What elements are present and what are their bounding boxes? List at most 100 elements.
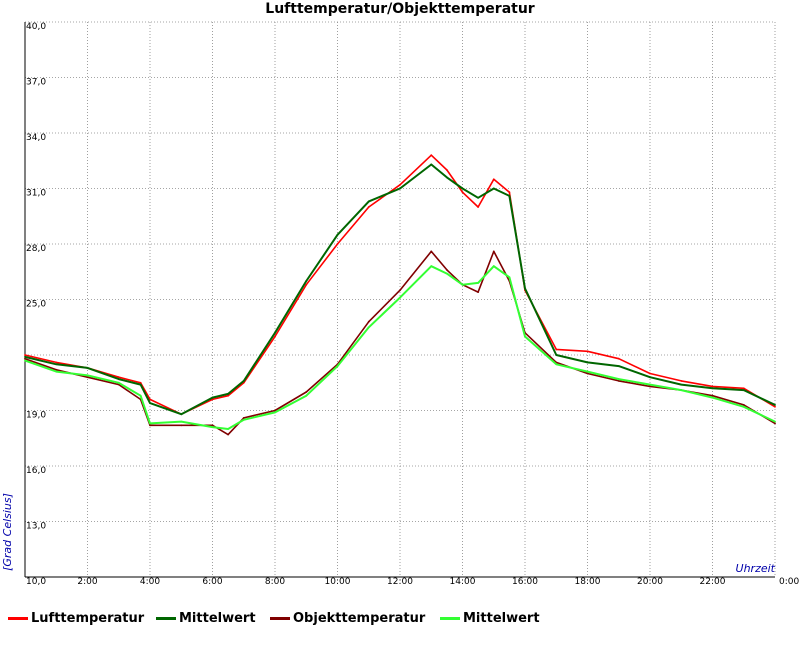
data-point	[774, 404, 776, 406]
data-point	[117, 376, 120, 379]
data-point	[492, 250, 495, 253]
data-point	[555, 363, 558, 366]
data-point	[711, 394, 714, 397]
tick-labels: 10,0 13,0 16,0 19,0 25,0 28,0 31,0 34,0 37,0 40,0…	[26, 22, 799, 587]
legend-item: Mittelwert	[156, 608, 256, 628]
data-point	[555, 348, 558, 351]
data-point	[305, 283, 308, 286]
data-point	[742, 404, 745, 406]
data-point	[461, 187, 464, 190]
data-point	[336, 233, 339, 236]
data-point	[711, 387, 714, 390]
data-point	[742, 405, 745, 408]
y-tick-label: 13,0	[26, 522, 46, 532]
series-2	[24, 250, 776, 436]
data-point	[149, 402, 151, 404]
data-point	[445, 269, 448, 271]
y-tick-label: 16,0	[26, 466, 46, 476]
y-tick-label: 34,0	[26, 133, 46, 143]
data-point	[211, 424, 214, 427]
data-point	[336, 365, 339, 367]
y-axis-label: [Grad Celsius]	[1, 493, 14, 571]
data-point	[242, 380, 245, 382]
data-point	[586, 372, 589, 375]
data-point	[274, 409, 276, 412]
x-axis-label: Uhrzeit	[736, 562, 776, 575]
x-tick-label: 12:00	[387, 577, 413, 587]
data-point	[367, 320, 370, 323]
legend-swatch	[156, 616, 176, 620]
data-point	[742, 389, 745, 392]
legend-swatch	[8, 616, 28, 620]
data-point	[117, 378, 120, 380]
x-tick-label: 4:00	[140, 577, 160, 587]
grid-lines	[25, 21, 776, 577]
data-point	[55, 370, 58, 373]
y-tick-label: 31,0	[26, 189, 46, 199]
data-point	[617, 380, 620, 382]
data-point	[139, 381, 142, 384]
data-point	[774, 405, 776, 408]
data-point	[586, 361, 589, 364]
data-point	[649, 383, 651, 386]
y-tick-label: 28,0	[26, 244, 46, 254]
data-point	[274, 411, 276, 414]
data-point	[139, 394, 142, 397]
legend-swatch	[270, 616, 290, 620]
chart-title: Lufttemperatur/Objekttemperatur	[265, 1, 535, 17]
legend-item: Mittelwert	[440, 608, 540, 628]
data-point	[617, 378, 620, 380]
data-point	[24, 354, 26, 356]
series-1	[24, 163, 776, 416]
data-point	[139, 383, 142, 386]
x-tick-label: 22:00	[700, 577, 726, 587]
data-series	[24, 154, 776, 436]
data-point	[117, 381, 120, 384]
data-point	[336, 243, 339, 245]
x-tick-label: 18:00	[575, 577, 601, 587]
data-point	[55, 363, 58, 366]
data-point	[242, 418, 245, 421]
data-point	[86, 374, 89, 377]
series-line	[24, 163, 776, 416]
y-tick-label: 37,0	[26, 78, 46, 88]
data-point	[149, 424, 151, 427]
series-3	[24, 265, 776, 430]
data-point	[430, 250, 433, 253]
x-tick-label: 16:00	[512, 577, 538, 587]
data-point	[24, 359, 26, 362]
axes	[24, 22, 775, 578]
data-point	[24, 355, 26, 358]
data-point	[86, 376, 89, 379]
data-point	[55, 361, 58, 364]
data-point	[227, 394, 230, 397]
data-point	[180, 413, 183, 416]
data-point	[149, 422, 151, 425]
legend-label: Mittelwert	[179, 610, 256, 626]
data-point	[367, 206, 370, 208]
legend-item: Objekttemperatur	[270, 608, 425, 628]
data-point	[649, 372, 651, 375]
data-point	[774, 422, 776, 425]
data-point	[274, 331, 276, 334]
data-point	[492, 187, 495, 190]
data-point	[508, 191, 511, 194]
data-point	[680, 383, 683, 386]
data-point	[24, 357, 26, 360]
data-point	[508, 195, 511, 197]
data-point	[492, 265, 495, 268]
data-point	[555, 354, 558, 356]
data-point	[524, 287, 526, 290]
data-point	[367, 326, 370, 329]
x-tick-label: 0:00	[779, 577, 799, 587]
data-point	[461, 191, 464, 194]
data-point	[274, 335, 276, 338]
data-point	[399, 183, 401, 186]
data-point	[305, 394, 308, 397]
data-point	[227, 392, 230, 395]
legend-swatch	[440, 616, 460, 620]
y-tick-label: 10,0	[26, 577, 46, 587]
data-point	[445, 272, 448, 275]
data-point	[508, 276, 511, 279]
